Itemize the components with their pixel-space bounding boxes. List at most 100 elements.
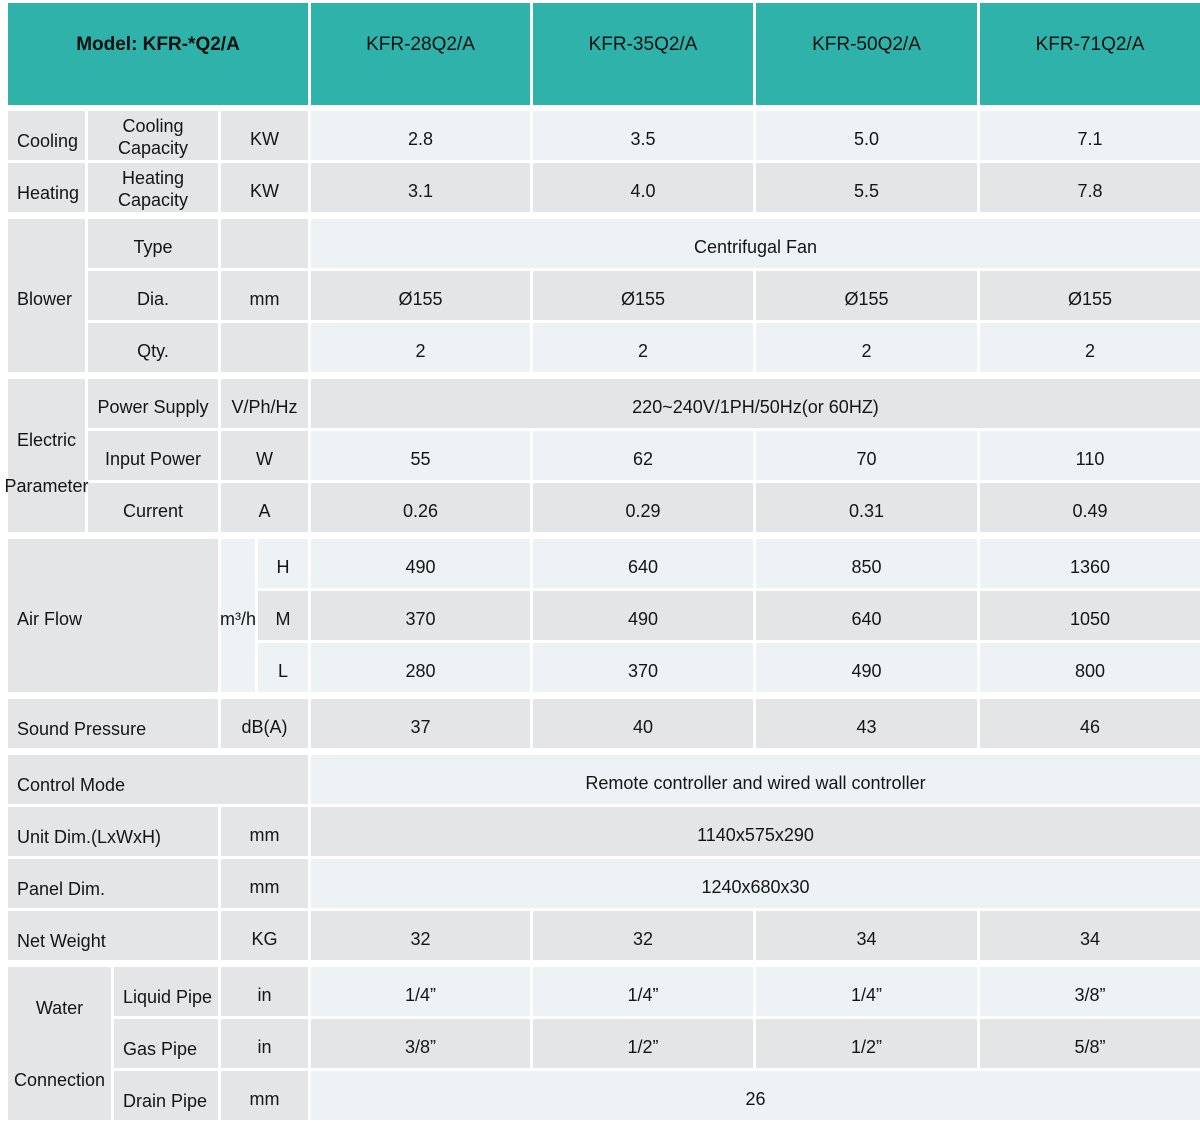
value-cell: 640 <box>533 539 753 588</box>
value-cell: 7.1 <box>980 111 1200 160</box>
group-label-heating: Heating <box>8 163 85 212</box>
value-cell: 55 <box>311 431 530 480</box>
group-label-air-flow: Air Flow <box>8 539 218 692</box>
value-cell: 37 <box>311 699 530 748</box>
unit-label: mm <box>221 807 308 856</box>
value-cell: 32 <box>311 911 530 960</box>
value-cell: 2 <box>311 323 530 372</box>
value-cell: 280 <box>311 643 530 692</box>
table-header-row: Model: KFR-*Q2/A KFR-28Q2/A KFR-35Q2/A K… <box>8 3 1200 105</box>
value-cell-span: 26 <box>311 1071 1200 1120</box>
section-capacity: Cooling Cooling Capacity KW 2.8 3.5 5.0 … <box>8 111 1200 212</box>
value-cell: 1360 <box>980 539 1200 588</box>
sub-label-liquid-pipe: Liquid Pipe <box>114 967 218 1016</box>
unit-label: in <box>221 967 308 1016</box>
unit-label-empty <box>221 323 308 372</box>
column-header-kfr-50: KFR-50Q2/A <box>756 3 977 105</box>
value-cell-span: 220~240V/1PH/50Hz(or 60HZ) <box>311 379 1200 428</box>
value-cell: 850 <box>756 539 977 588</box>
value-cell: 370 <box>533 643 753 692</box>
sub-label-high: H <box>258 539 308 588</box>
value-cell: 0.31 <box>756 483 977 532</box>
group-label-control-mode: Control Mode <box>8 755 308 804</box>
value-cell: 3.1 <box>311 163 530 212</box>
unit-label: KW <box>221 111 308 160</box>
value-cell: 1/4” <box>311 967 530 1016</box>
unit-label: in <box>221 1019 308 1068</box>
column-header-kfr-28: KFR-28Q2/A <box>311 3 530 105</box>
value-cell: 640 <box>756 591 977 640</box>
value-cell: 110 <box>980 431 1200 480</box>
group-label-water-connection: Water Connection <box>8 967 111 1120</box>
value-cell: 490 <box>756 643 977 692</box>
sub-label-qty: Qty. <box>88 323 218 372</box>
section-blower: Blower Type Centrifugal Fan Dia. mm Ø155… <box>8 219 1200 372</box>
value-cell-span: Remote controller and wired wall control… <box>311 755 1200 804</box>
value-cell: 1/4” <box>533 967 753 1016</box>
unit-label: mm <box>221 271 308 320</box>
sub-label-cooling-capacity: Cooling Capacity <box>88 111 218 160</box>
group-label-electric-parameter: Electric Parameter <box>4 379 89 532</box>
value-cell: 5/8” <box>980 1019 1200 1068</box>
unit-label: mm <box>221 859 308 908</box>
value-cell: Ø155 <box>980 271 1200 320</box>
unit-label-empty <box>221 219 308 268</box>
value-cell: 5.5 <box>756 163 977 212</box>
group-label-blower: Blower <box>8 219 85 372</box>
column-header-kfr-71: KFR-71Q2/A <box>980 3 1200 105</box>
column-header-kfr-35: KFR-35Q2/A <box>533 3 753 105</box>
value-cell: 1/4” <box>756 967 977 1016</box>
value-cell: 32 <box>533 911 753 960</box>
unit-label: KW <box>221 163 308 212</box>
sub-label-type: Type <box>88 219 218 268</box>
value-cell-span: 1240x680x30 <box>311 859 1200 908</box>
value-cell: 3.5 <box>533 111 753 160</box>
value-cell: 3/8” <box>311 1019 530 1068</box>
sub-label-current: Current <box>88 483 218 532</box>
group-label-unit-dim: Unit Dim.(LxWxH) <box>8 807 218 856</box>
unit-label: A <box>221 483 308 532</box>
section-general: Control Mode Remote controller and wired… <box>8 755 1200 960</box>
sub-label-power-supply: Power Supply <box>88 379 218 428</box>
sub-label-gas-pipe: Gas Pipe <box>114 1019 218 1068</box>
value-cell: 490 <box>533 591 753 640</box>
group-label-panel-dim: Panel Dim. <box>8 859 218 908</box>
section-sound-pressure: Sound Pressure dB(A) 37 40 43 46 <box>8 699 1200 748</box>
value-cell: 370 <box>311 591 530 640</box>
value-cell: 490 <box>311 539 530 588</box>
unit-label: mm <box>221 1071 308 1120</box>
value-cell: 0.49 <box>980 483 1200 532</box>
value-cell: 1/2” <box>533 1019 753 1068</box>
group-label-cooling: Cooling <box>8 111 85 160</box>
value-cell: 2 <box>980 323 1200 372</box>
unit-label: KG <box>221 911 308 960</box>
value-cell: 7.8 <box>980 163 1200 212</box>
sub-label-heating-capacity: Heating Capacity <box>88 163 218 212</box>
model-header-cell: Model: KFR-*Q2/A <box>8 3 308 105</box>
value-cell: 40 <box>533 699 753 748</box>
value-cell: 5.0 <box>756 111 977 160</box>
sub-label-medium: M <box>258 591 308 640</box>
group-label-net-weight: Net Weight <box>8 911 218 960</box>
unit-label-m3h: m³/h <box>220 539 256 692</box>
value-cell: 1/2” <box>756 1019 977 1068</box>
sub-label-drain-pipe: Drain Pipe <box>114 1071 218 1120</box>
value-cell: 3/8” <box>980 967 1200 1016</box>
sub-label-dia: Dia. <box>88 271 218 320</box>
value-cell: 2.8 <box>311 111 530 160</box>
value-cell: 62 <box>533 431 753 480</box>
value-cell: 70 <box>756 431 977 480</box>
value-cell: 46 <box>980 699 1200 748</box>
value-cell: 34 <box>756 911 977 960</box>
value-cell: Ø155 <box>756 271 977 320</box>
value-cell-span: Centrifugal Fan <box>311 219 1200 268</box>
value-cell: 1050 <box>980 591 1200 640</box>
value-cell: 34 <box>980 911 1200 960</box>
value-cell: 800 <box>980 643 1200 692</box>
value-cell: 2 <box>756 323 977 372</box>
sub-label-input-power: Input Power <box>88 431 218 480</box>
value-cell: Ø155 <box>533 271 753 320</box>
value-cell: 0.29 <box>533 483 753 532</box>
unit-label: dB(A) <box>221 699 308 748</box>
unit-label: W <box>221 431 308 480</box>
